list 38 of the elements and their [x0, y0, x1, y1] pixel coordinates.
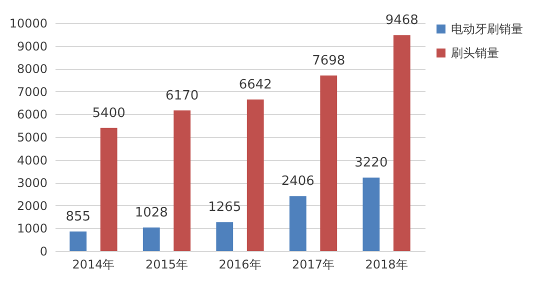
bar [320, 75, 338, 251]
data-label: 2406 [281, 174, 314, 190]
data-label: 855 [66, 210, 91, 225]
y-tick-label: 9000 [16, 39, 48, 54]
x-tick-label: 2014年 [72, 258, 115, 272]
bar [216, 222, 234, 251]
bar [142, 228, 160, 251]
legend-label: 电动牙刷销量 [451, 22, 523, 36]
y-tick-label: 7000 [16, 84, 48, 99]
data-label: 6170 [166, 88, 199, 104]
x-tick-label: 2018年 [365, 258, 408, 272]
bar [246, 100, 264, 251]
bar [289, 196, 306, 251]
x-tick-label: 2016年 [218, 258, 262, 272]
y-tick-label: 3000 [16, 176, 48, 190]
y-tick-label: 5000 [16, 130, 48, 144]
bar [100, 128, 118, 251]
legend-label: 刷头销量 [451, 46, 499, 60]
y-tick-label: 10000 [9, 16, 48, 30]
y-tick-label: 0 [40, 244, 48, 258]
y-tick-label: 6000 [16, 108, 48, 122]
data-label: 7698 [312, 53, 346, 68]
bar [174, 110, 191, 251]
x-tick-label: 2015年 [145, 258, 188, 272]
y-tick-label: 1000 [16, 222, 48, 236]
bar [362, 178, 380, 251]
y-tick-label: 8000 [16, 62, 48, 76]
data-label: 1028 [134, 206, 168, 221]
data-label: 3220 [354, 156, 388, 171]
bar [70, 232, 87, 251]
y-tick-label: 4000 [16, 153, 48, 168]
x-tick-label: 2017年 [292, 258, 335, 272]
y-tick-label: 2000 [16, 198, 48, 213]
bar [393, 35, 410, 251]
data-label: 1265 [208, 200, 242, 216]
data-label: 6642 [238, 78, 272, 93]
data-label: 5400 [92, 106, 126, 121]
data-label: 9468 [385, 13, 418, 28]
